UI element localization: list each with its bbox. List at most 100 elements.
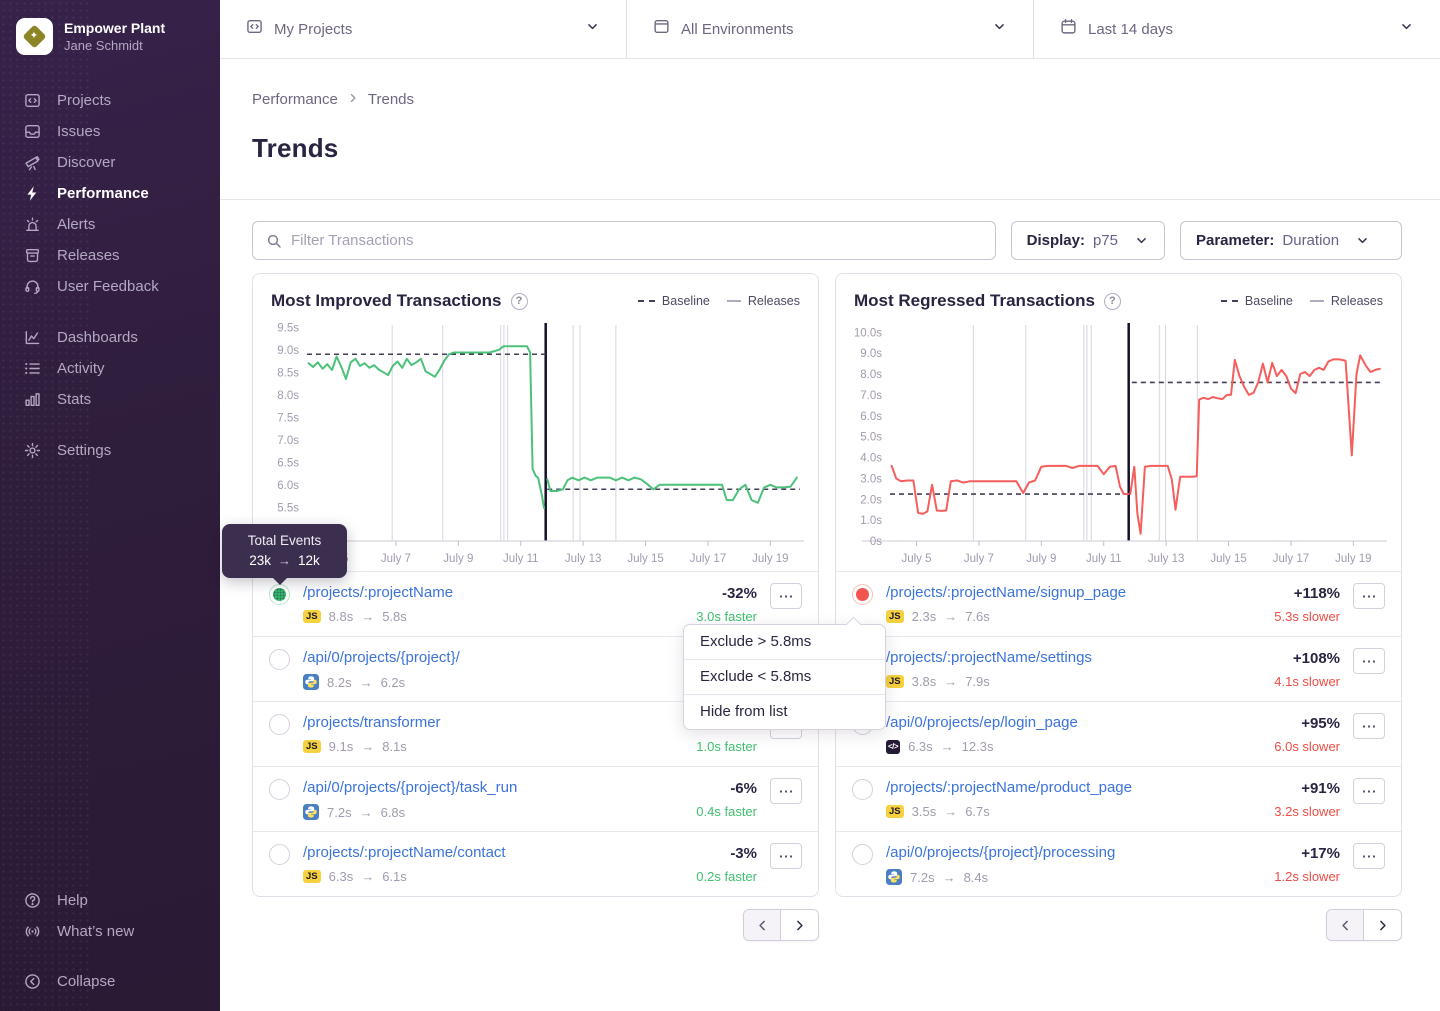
percent-change: +91% xyxy=(1301,780,1340,797)
sidebar-item-activity[interactable]: Activity xyxy=(0,353,220,384)
sidebar-item-stats[interactable]: Stats xyxy=(0,384,220,415)
search-input[interactable] xyxy=(291,232,982,249)
duration-before: 6.3s xyxy=(328,869,354,884)
transaction-row: /projects/:projectName/contact JS 6.3s → 6.1… xyxy=(253,831,818,896)
svg-text:July 19: July 19 xyxy=(752,553,788,565)
display-dropdown[interactable]: Display: p75 xyxy=(1010,221,1165,260)
legend-releases-label: Releases xyxy=(1330,294,1383,308)
help-icon xyxy=(23,892,41,910)
sidebar-item-discover[interactable]: Discover xyxy=(0,147,220,178)
sidebar-item-releases[interactable]: Releases xyxy=(0,240,220,271)
delta-label: 3.0s faster xyxy=(696,609,757,624)
row-actions-button[interactable]: ⋯ xyxy=(1353,778,1385,804)
transaction-link[interactable]: /projects/:projectName/product_page xyxy=(886,779,1132,796)
sidebar-item-label: Stats xyxy=(57,391,92,408)
transaction-radio[interactable] xyxy=(852,844,873,865)
duration-after: 8.4s xyxy=(963,869,989,885)
sidebar-item-what-s-new[interactable]: What’s new xyxy=(0,916,220,947)
sidebar: ✦ Empower Plant Jane Schmidt Projects Iss… xyxy=(0,0,220,1011)
row-actions-button[interactable]: ⋯ xyxy=(770,778,802,804)
context-menu-item[interactable]: Exclude < 5.8ms xyxy=(684,659,885,694)
sidebar-item-alerts[interactable]: Alerts xyxy=(0,209,220,240)
percent-change: -3% xyxy=(730,845,757,862)
sidebar-item-dashboards[interactable]: Dashboards xyxy=(0,322,220,353)
display-label: Display: xyxy=(1026,232,1085,249)
context-menu-item[interactable]: Hide from list xyxy=(684,694,885,729)
help-circle-icon[interactable]: ? xyxy=(1103,292,1121,310)
calendar-icon xyxy=(1060,18,1077,40)
duration-before: 9.1s xyxy=(328,739,354,754)
filter-row: Display: p75 Parameter: Duration xyxy=(252,221,1402,260)
improved-next-page-button[interactable] xyxy=(781,910,818,940)
sidebar-item-performance[interactable]: Performance xyxy=(0,178,220,209)
whats-new-icon xyxy=(23,923,41,941)
transaction-link[interactable]: /projects/:projectName xyxy=(303,584,454,601)
transaction-radio[interactable] xyxy=(852,584,873,605)
transaction-row: /projects/:projectName/signup_page JS 2.3s… xyxy=(836,571,1401,636)
parameter-dropdown[interactable]: Parameter: Duration xyxy=(1180,221,1402,260)
environment-filter-dropdown[interactable]: All Environments xyxy=(626,0,1033,58)
regressed-panel-title: Most Regressed Transactions xyxy=(854,291,1095,310)
help-circle-icon[interactable]: ? xyxy=(510,292,528,310)
row-actions-button[interactable]: ⋯ xyxy=(770,583,802,609)
python-platform-icon xyxy=(303,674,319,690)
transaction-link[interactable]: /projects/:projectName/signup_page xyxy=(886,584,1127,601)
duration-after: 8.1s xyxy=(382,739,407,754)
date-range-dropdown[interactable]: Last 14 days xyxy=(1033,0,1440,58)
stats-icon xyxy=(23,391,41,409)
row-actions-button[interactable]: ⋯ xyxy=(1353,648,1385,674)
transaction-radio[interactable] xyxy=(269,649,290,670)
transaction-link[interactable]: /projects/transformer xyxy=(303,714,441,731)
legend-baseline-label: Baseline xyxy=(661,294,710,308)
svg-text:July 17: July 17 xyxy=(1273,553,1309,565)
sidebar-nav: Projects Issues Discover Performance Alerts R… xyxy=(0,85,220,466)
org-name: Empower Plant xyxy=(64,19,166,36)
sidebar-item-collapse[interactable]: Collapse xyxy=(0,966,220,997)
transaction-radio[interactable] xyxy=(269,779,290,800)
svg-text:6.0s: 6.0s xyxy=(860,411,882,423)
sidebar-item-projects[interactable]: Projects xyxy=(0,85,220,116)
delta-label: 1.2s slower xyxy=(1274,869,1340,884)
sidebar-item-issues[interactable]: Issues xyxy=(0,116,220,147)
transaction-link[interactable]: /api/0/projects/{project}/ xyxy=(303,649,460,666)
transaction-radio[interactable] xyxy=(852,779,873,800)
transaction-link[interactable]: /api/0/projects/{project}/processing xyxy=(886,844,1116,861)
transaction-link[interactable]: /api/0/projects/ep/login_page xyxy=(886,714,1078,731)
row-actions-button[interactable]: ⋯ xyxy=(1353,843,1385,869)
window-icon xyxy=(653,18,670,40)
breadcrumb-performance[interactable]: Performance xyxy=(252,91,338,108)
sidebar-item-user-feedback[interactable]: User Feedback xyxy=(0,271,220,302)
sidebar-item-settings[interactable]: Settings xyxy=(0,435,220,466)
regressed-prev-page-button[interactable] xyxy=(1327,910,1364,940)
empower-plant-logo-icon: ✦ xyxy=(22,24,47,49)
chart-legend: Baseline Releases xyxy=(1220,294,1383,308)
transaction-radio[interactable] xyxy=(269,844,290,865)
org-switcher[interactable]: ✦ Empower Plant Jane Schmidt xyxy=(0,0,220,69)
transaction-link[interactable]: /projects/:projectName/contact xyxy=(303,844,506,861)
sidebar-item-help[interactable]: Help xyxy=(0,885,220,916)
transaction-link[interactable]: /api/0/projects/{project}/task_run xyxy=(303,779,518,796)
search-box xyxy=(252,221,996,260)
row-actions-button[interactable]: ⋯ xyxy=(1353,713,1385,739)
transaction-row: /projects/:projectName/settings JS 3.8s → 7.… xyxy=(836,636,1401,701)
context-menu-item[interactable]: Exclude > 5.8ms xyxy=(700,633,812,650)
javascript-platform-icon: JS xyxy=(303,739,321,754)
duration-after: 6.2s xyxy=(380,674,406,690)
global-filter-bar: My Projects All Environments Last 14 day… xyxy=(220,0,1440,59)
delta-label: 4.1s slower xyxy=(1274,674,1340,689)
improved-prev-page-button[interactable] xyxy=(744,910,781,940)
transaction-radio[interactable] xyxy=(269,714,290,735)
python-platform-icon xyxy=(886,869,902,885)
svg-text:8.5s: 8.5s xyxy=(277,367,299,379)
transaction-radio[interactable] xyxy=(269,584,290,605)
javascript-platform-icon: JS xyxy=(303,869,321,884)
svg-text:July 15: July 15 xyxy=(1210,553,1246,565)
regressed-next-page-button[interactable] xyxy=(1364,910,1401,940)
transaction-link[interactable]: /projects/:projectName/settings xyxy=(886,649,1092,666)
svg-text:July 9: July 9 xyxy=(443,553,473,565)
projects-icon xyxy=(23,92,41,110)
row-actions-button[interactable]: ⋯ xyxy=(770,843,802,869)
project-filter-dropdown[interactable]: My Projects xyxy=(220,0,626,58)
svg-text:July 15: July 15 xyxy=(627,553,663,565)
row-actions-button[interactable]: ⋯ xyxy=(1353,583,1385,609)
